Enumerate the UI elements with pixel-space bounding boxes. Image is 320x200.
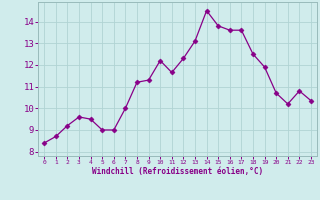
X-axis label: Windchill (Refroidissement éolien,°C): Windchill (Refroidissement éolien,°C) (92, 167, 263, 176)
